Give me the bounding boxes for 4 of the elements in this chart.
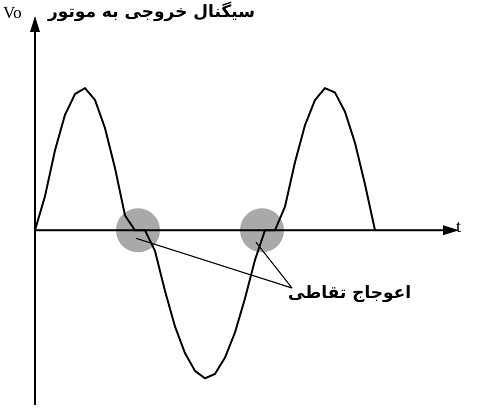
annotation: اعوجاج تقاطی: [288, 283, 412, 303]
chart-title: سیگنال خروجی به موتور: [48, 2, 255, 22]
x-axis-title: t: [456, 216, 462, 237]
y-axis-title: Vo: [3, 3, 22, 23]
